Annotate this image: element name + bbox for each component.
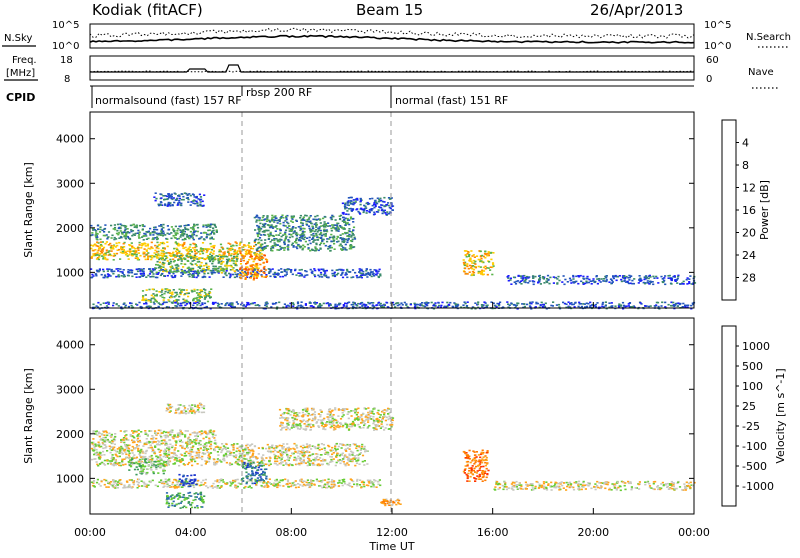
velocity-colorbar: 1000 500 100 25 -25 -100 -500 -1000 <box>722 326 774 506</box>
x-tick-label-0: 00:00 <box>74 526 106 539</box>
cpid-label: CPID <box>6 91 35 104</box>
freq-right-tick-bottom: 0 <box>706 74 712 85</box>
x-tick-label-3: 12:00 <box>376 526 408 539</box>
colorbar-tick-label-4: 20 <box>742 227 756 240</box>
colorbar-tick-label-5: 24 <box>742 249 756 262</box>
colorbar-tick-label-5: -100 <box>742 440 767 453</box>
noise-right-tick-top: 10^5 <box>704 20 731 31</box>
y-tick-label-0: 1000 <box>56 266 84 279</box>
y-tick-label-2: 3000 <box>56 177 84 190</box>
y-tick-label-1: 2000 <box>56 428 84 441</box>
power-panel: 1000 2000 3000 4000 Slant Range [km] 4 8 12 16… <box>22 112 771 310</box>
x-tick-label-6: 00:00 <box>678 526 710 539</box>
freq-line <box>90 65 694 72</box>
colorbar-tick-label-1: 500 <box>742 360 763 373</box>
noise-search-line <box>90 28 694 38</box>
noise-left-label: N.Sky <box>4 33 32 44</box>
y-tick-label-0: 1000 <box>56 472 84 485</box>
x-tick-label-4: 16:00 <box>477 526 509 539</box>
colorbar-tick-label-2: 100 <box>742 380 763 393</box>
velocity-y-axis-label: Slant Range [km] <box>22 368 35 464</box>
freq-panel-frame <box>90 56 694 80</box>
colorbar-tick-label-6: -500 <box>742 460 767 473</box>
freq-label-line1: Freq. <box>12 55 37 66</box>
freq-left-tick-top: 18 <box>60 55 73 66</box>
y-tick-label-1: 2000 <box>56 222 84 235</box>
y-tick-label-3: 4000 <box>56 133 84 146</box>
power-colorbar-label: Power [dB] <box>758 180 771 240</box>
power-colorbar: 4 8 12 16 20 24 28 <box>722 120 756 300</box>
x-tick-label-1: 04:00 <box>175 526 207 539</box>
freq-left-tick-bottom: 8 <box>64 74 70 85</box>
noise-right-label: N.Search <box>746 32 791 43</box>
cpid-segment-1: normalsound (fast) 157 RF <box>95 94 242 107</box>
colorbar-tick-label-3: 25 <box>742 400 756 413</box>
colorbar-frame <box>722 120 736 300</box>
noise-left-tick-top: 10^5 <box>52 20 79 31</box>
colorbar-tick-label-1: 8 <box>742 159 749 172</box>
colorbar-tick-label-3: 16 <box>742 204 756 217</box>
colorbar-tick-label-0: 4 <box>742 137 749 150</box>
noise-right-tick-bottom: 10^0 <box>704 41 731 52</box>
time-axis-label: Time UT <box>368 540 414 553</box>
colorbar-tick-label-4: -25 <box>742 420 760 433</box>
noise-left-tick-bottom: 10^0 <box>52 41 79 52</box>
freq-right-tick-top: 60 <box>706 55 719 66</box>
velocity-panel: 1000 2000 3000 4000 Slant Range [km] 1000 50… <box>22 318 787 514</box>
colorbar-tick-label-6: 28 <box>742 272 756 285</box>
cpid-segment-2: rbsp 200 RF <box>246 86 312 99</box>
x-tick-label-5: 20:00 <box>577 526 609 539</box>
date-title: 26/Apr/2013 <box>590 1 683 19</box>
cpid-segment-3: normal (fast) 151 RF <box>395 94 508 107</box>
colorbar-tick-label-0: 1000 <box>742 340 770 353</box>
beam-title: Beam 15 <box>356 1 423 19</box>
noise-sky-line <box>90 36 694 43</box>
power-y-axis-label: Slant Range [km] <box>22 162 35 258</box>
y-tick-label-2: 3000 <box>56 383 84 396</box>
velocity-colorbar-label: Velocity [m s^-1] <box>774 368 787 463</box>
colorbar-frame <box>722 326 736 506</box>
colorbar-tick-label-7: -1000 <box>742 480 774 493</box>
colorbar-tick-label-2: 12 <box>742 182 756 195</box>
nave-label: Nave <box>748 67 774 78</box>
freq-label-line2: [MHz] <box>6 68 35 79</box>
station-title: Kodiak (fitACF) <box>92 1 203 19</box>
y-tick-label-3: 4000 <box>56 339 84 352</box>
x-tick-label-2: 08:00 <box>275 526 307 539</box>
